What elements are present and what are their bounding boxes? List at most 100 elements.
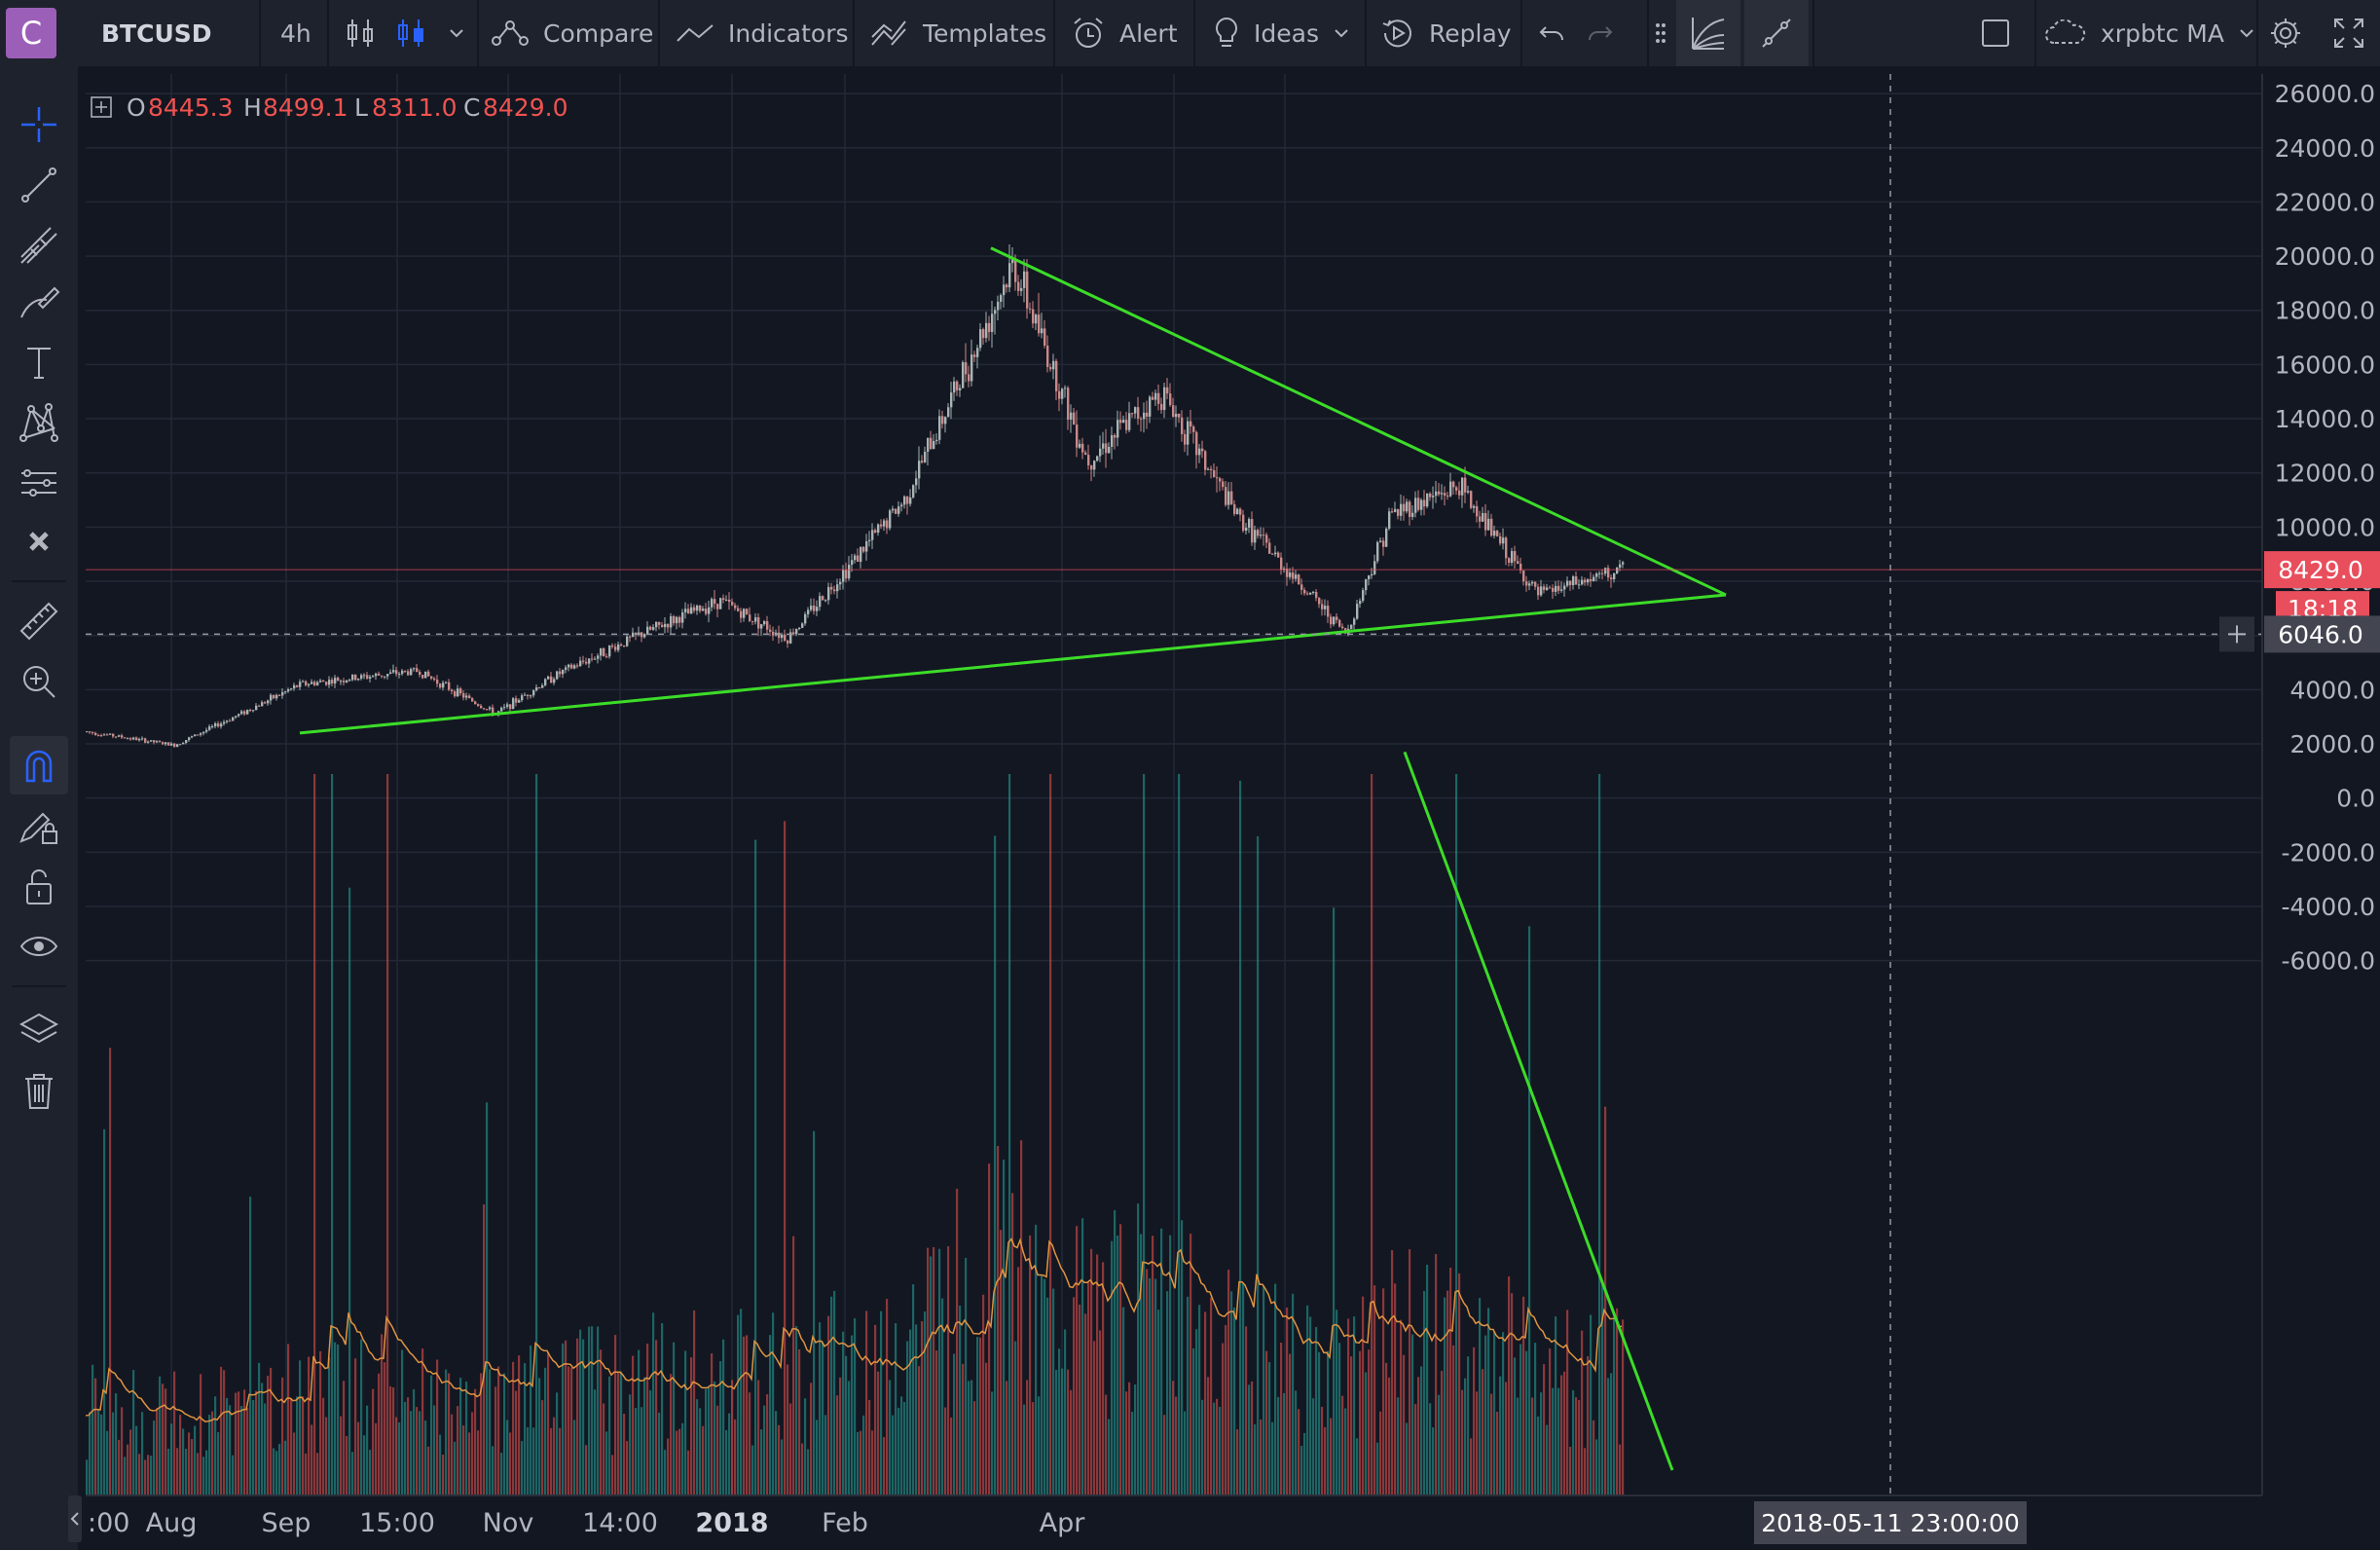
volume-bar [1514, 1357, 1517, 1495]
volume-bar [1484, 1335, 1487, 1495]
interval-button[interactable]: 4h [280, 0, 311, 66]
resistance-trendline[interactable] [990, 246, 1727, 597]
volume-bar [626, 1441, 629, 1495]
collapse-toolbar-button[interactable] [68, 1495, 82, 1542]
object-tree-button[interactable] [10, 1001, 68, 1059]
candle-body [988, 322, 991, 332]
volume-bar [1555, 1316, 1557, 1495]
candle-body [1306, 593, 1309, 595]
text-tool[interactable] [10, 333, 68, 391]
candle-body [1397, 508, 1400, 516]
trendline-tool[interactable] [10, 156, 68, 214]
candle-body [486, 709, 489, 711]
candle-body [1555, 585, 1557, 592]
remove-drawings-tool[interactable] [10, 512, 68, 571]
compare-button[interactable]: Compare [491, 0, 653, 66]
volume-bar [1283, 1392, 1286, 1495]
volume-bar [494, 1386, 497, 1495]
support-trendline[interactable] [299, 593, 1727, 735]
volume-bar [804, 1398, 807, 1495]
trend-line-tool-button[interactable] [1744, 0, 1809, 66]
volume-bar [1429, 1403, 1432, 1495]
candle-body [1277, 552, 1280, 558]
zoom-tool[interactable] [10, 652, 68, 711]
candle-body [1000, 295, 1003, 302]
hide-drawings-toggle[interactable] [10, 917, 68, 976]
replay-button[interactable]: Replay [1380, 0, 1512, 66]
volume-bar [217, 1431, 220, 1495]
candle-body [1388, 511, 1391, 529]
candle-body [591, 658, 594, 660]
chart-type-dropdown[interactable] [448, 0, 465, 66]
crosshair-tool[interactable] [10, 95, 68, 154]
volume-bar [1333, 907, 1336, 1495]
pitchfork-tool[interactable] [10, 216, 68, 275]
volume-bar [1552, 1387, 1555, 1495]
symbol-search-button[interactable]: BTCUSD [101, 0, 212, 66]
delete-button[interactable] [10, 1061, 68, 1120]
indicators-icon [677, 24, 714, 42]
redo-button[interactable] [1587, 0, 1614, 66]
gear-icon [2271, 18, 2300, 48]
undo-button[interactable] [1538, 0, 1565, 66]
magnet-mode-toggle[interactable] [10, 736, 68, 794]
user-avatar[interactable]: C [6, 8, 56, 58]
drag-handle[interactable] [1655, 0, 1666, 66]
candle-body [819, 596, 822, 608]
prediction-tool[interactable] [10, 454, 68, 512]
volume-downtrend-line[interactable] [1403, 751, 1674, 1471]
volume-bar [1271, 1421, 1274, 1495]
volume-bar [535, 774, 538, 1495]
candle-body [743, 609, 746, 618]
maximize-button[interactable] [2332, 0, 2365, 66]
ideas-button[interactable]: Ideas [1213, 0, 1350, 66]
candle-body [541, 684, 544, 688]
candle-body [1108, 446, 1111, 454]
templates-button[interactable]: Templates [870, 0, 1046, 66]
magnet-icon [25, 750, 53, 783]
candles-style-button[interactable] [395, 0, 426, 66]
layout-menu-button[interactable]: xrpbtc MA [2044, 0, 2255, 66]
volume-moving-average [86, 1237, 1623, 1422]
candle-body [208, 726, 211, 730]
candle-body [363, 675, 366, 677]
volume-bar [1099, 1330, 1102, 1495]
candle-body [284, 691, 287, 693]
candle-body [1461, 477, 1464, 496]
settings-button[interactable] [2268, 0, 2303, 66]
volume-bar [1006, 1381, 1008, 1495]
candle-body [389, 672, 392, 675]
price-axis[interactable] [2262, 74, 2380, 1550]
volume-bar [369, 1450, 372, 1495]
fullscreen-toggle-button[interactable] [1980, 0, 2011, 66]
alert-button[interactable]: Alert [1071, 0, 1178, 66]
volume-bar [1379, 1411, 1382, 1495]
candle-body [769, 629, 772, 632]
volume-bar [719, 1361, 722, 1495]
candle-body [1032, 309, 1035, 324]
volume-bar [524, 1363, 527, 1495]
candle-body [693, 607, 696, 611]
candle-body [1531, 581, 1534, 584]
toolbar-divider [2256, 0, 2258, 66]
bar-style-button[interactable] [345, 0, 376, 66]
candle-body [144, 738, 147, 743]
candle-body [1187, 421, 1190, 445]
stay-in-drawing-mode-toggle[interactable] [10, 796, 68, 855]
brush-tool[interactable] [10, 275, 68, 333]
volume-bar [1146, 1269, 1149, 1495]
price-chart[interactable]: O 8445.3 H 8499.1 L 8311.0 C 8429.0 2600… [86, 74, 2380, 1550]
fib-tool-button[interactable] [1676, 0, 1740, 66]
candle-body [1298, 574, 1300, 585]
volume-bar [1499, 1376, 1502, 1495]
volume-bar [617, 1372, 620, 1495]
candle-body [1575, 575, 1578, 585]
pattern-tool[interactable] [10, 393, 68, 452]
candle-body [757, 617, 760, 629]
legend-expand-icon[interactable] [91, 96, 112, 118]
indicators-button[interactable]: Indicators [676, 0, 849, 66]
candle-body [1508, 558, 1511, 563]
lock-all-drawings-toggle[interactable] [10, 857, 68, 915]
price-tick-label: -4000.0 [2282, 893, 2376, 921]
measure-tool[interactable] [10, 592, 68, 650]
